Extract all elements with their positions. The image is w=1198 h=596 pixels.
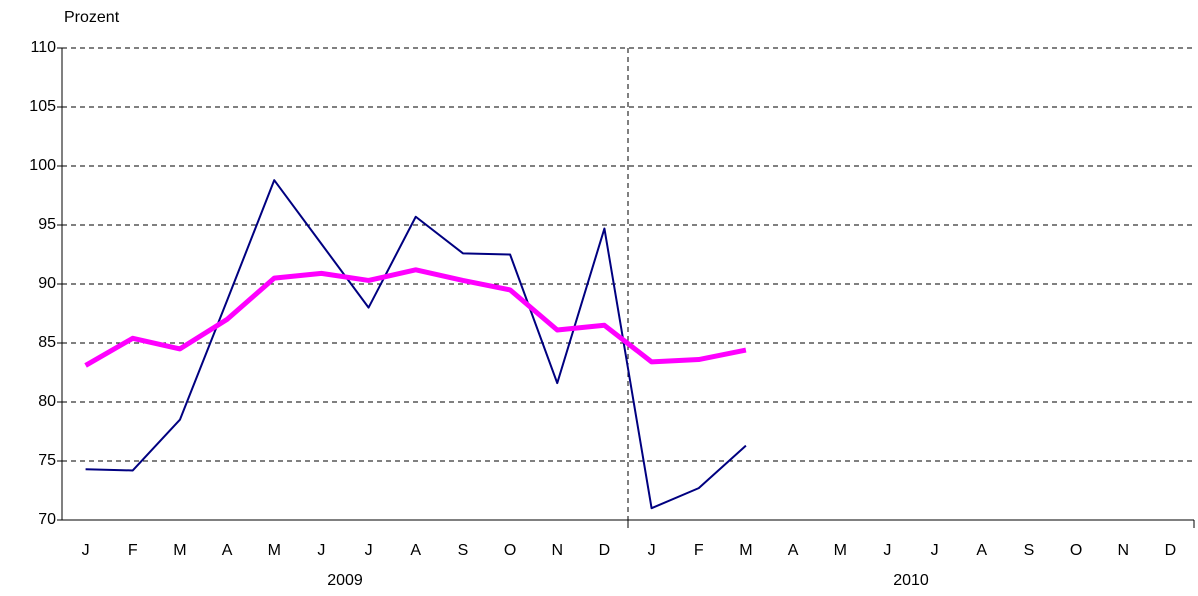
x-tick-label: J: [648, 542, 656, 559]
x-tick-label: J: [317, 542, 325, 559]
x-tick-label: S: [458, 542, 469, 559]
x-tick-label: J: [82, 542, 90, 559]
x-tick-label: N: [1117, 542, 1129, 559]
y-tick-label: 80: [38, 393, 56, 410]
y-axis-label: Prozent: [64, 9, 120, 26]
x-tick-label: N: [551, 542, 563, 559]
x-tick-label: O: [504, 542, 516, 559]
x-tick-label: A: [976, 542, 987, 559]
x-tick-label: F: [128, 542, 138, 559]
x-tick-label: M: [739, 542, 752, 559]
y-tick-label: 70: [38, 511, 56, 528]
x-tick-label: A: [222, 542, 233, 559]
x-tick-label: S: [1024, 542, 1035, 559]
series-line: [85, 179, 747, 510]
y-tick-label: 110: [30, 39, 56, 56]
x-tick-label: J: [883, 542, 891, 559]
x-tick-label: M: [173, 542, 186, 559]
series-line: [84, 267, 747, 368]
x-tick-label: M: [268, 542, 281, 559]
x-tick-label: J: [931, 542, 939, 559]
y-tick-label: 75: [38, 452, 56, 469]
group-label: 2009: [327, 572, 363, 589]
x-tick-label: D: [1165, 542, 1177, 559]
x-tick-label: A: [410, 542, 421, 559]
group-label: 2010: [893, 572, 929, 589]
x-tick-label: M: [834, 542, 847, 559]
x-tick-label: O: [1070, 542, 1082, 559]
x-tick-label: D: [599, 542, 611, 559]
x-tick-label: J: [365, 542, 373, 559]
y-tick-label: 85: [38, 334, 56, 351]
y-tick-label: 95: [38, 216, 56, 233]
y-tick-label: 100: [29, 157, 56, 174]
x-tick-label: A: [788, 542, 799, 559]
y-tick-label: 90: [38, 275, 56, 292]
x-tick-label: F: [694, 542, 704, 559]
y-tick-label: 105: [29, 98, 56, 115]
